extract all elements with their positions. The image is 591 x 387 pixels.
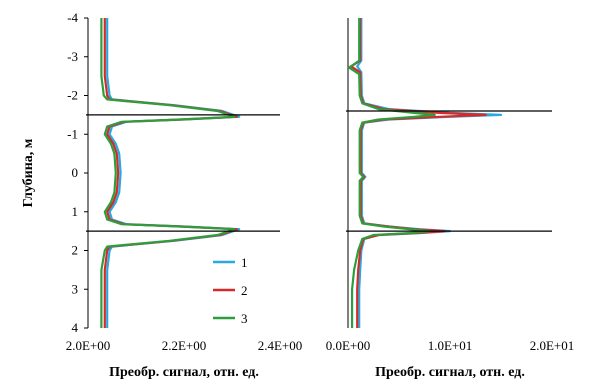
x-tick-label: 2.4E+00 bbox=[258, 338, 303, 353]
x-tick-label: 2.2E+00 bbox=[162, 338, 207, 353]
y-tick-label: -4 bbox=[67, 10, 78, 25]
series-line-3 bbox=[347, 18, 436, 328]
y-tick-label: 4 bbox=[72, 320, 79, 335]
x-tick-label: 2.0E+00 bbox=[66, 338, 111, 353]
legend-label-3: 3 bbox=[241, 311, 248, 326]
right-chart-panel: 0.0E+00 1.0E+01 2.0E+01 Преобр. сигнал, отн… bbox=[326, 18, 575, 380]
y-tick-label: 3 bbox=[72, 281, 79, 296]
x-tick-label: 2.0E+01 bbox=[530, 338, 575, 353]
legend: 1 2 3 bbox=[213, 255, 248, 326]
y-tick-label: 0 bbox=[72, 165, 79, 180]
left-chart-panel: -4 -3 -2 -1 0 1 2 3 4 2.0E+00 2.2E+00 2.4E+00 Преобр… bbox=[21, 10, 302, 380]
y-tick-label: 1 bbox=[72, 204, 79, 219]
legend-label-1: 1 bbox=[241, 255, 248, 270]
legend-label-2: 2 bbox=[241, 283, 248, 298]
series-line-2 bbox=[350, 18, 487, 328]
x-axis-title: Преобр. сигнал, отн. ед. bbox=[375, 365, 525, 380]
series-line-1 bbox=[356, 18, 503, 328]
x-tick-label: 1.0E+01 bbox=[428, 338, 473, 353]
y-tick-label: 2 bbox=[72, 243, 79, 258]
x-axis-title: Преобр. сигнал, отн. ед. bbox=[109, 365, 259, 380]
series-line-3 bbox=[100, 18, 236, 328]
y-tick-label: -1 bbox=[67, 126, 78, 141]
series-line-2 bbox=[103, 18, 238, 328]
y-tick-label: -3 bbox=[67, 49, 78, 64]
series-line-1 bbox=[106, 18, 241, 328]
y-axis-title: Глубина, м bbox=[21, 138, 36, 207]
y-tick-label: -2 bbox=[67, 88, 78, 103]
x-tick-label: 0.0E+00 bbox=[326, 338, 371, 353]
